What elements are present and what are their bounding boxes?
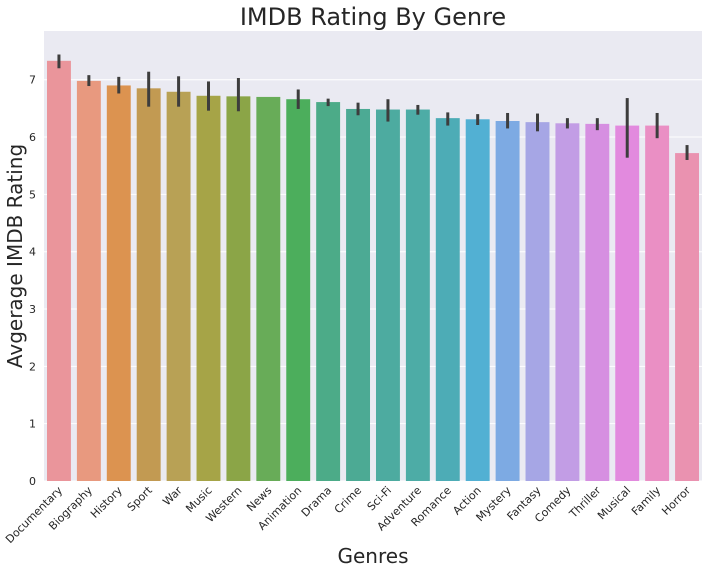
bar-horror — [675, 153, 700, 481]
bar-adventure — [405, 109, 430, 481]
bar-thriller — [585, 123, 610, 481]
bars-group — [46, 60, 700, 482]
y-tick-label: 3 — [29, 303, 36, 316]
bar-biography — [76, 80, 101, 481]
y-tick-labels: 0 1 2 3 4 5 6 7 — [29, 74, 36, 488]
bar-family — [645, 125, 670, 481]
y-tick-label: 1 — [29, 418, 36, 431]
bar-music — [196, 95, 221, 481]
bar-history — [106, 85, 131, 482]
y-tick-label: 2 — [29, 360, 36, 373]
x-tick-label: War — [160, 484, 185, 509]
x-tick-label: Crime — [332, 484, 365, 517]
y-tick-label: 4 — [29, 246, 36, 259]
x-tick-label: Family — [629, 484, 664, 519]
y-tick-label: 6 — [29, 131, 36, 144]
y-tick-label: 5 — [29, 188, 36, 201]
y-tick-label: 7 — [29, 74, 36, 87]
y-tick-label: 0 — [29, 475, 36, 488]
bar-war — [166, 91, 191, 481]
bar-musical — [615, 125, 640, 481]
bar-comedy — [555, 123, 580, 481]
bar-news — [256, 96, 281, 481]
bar-drama — [316, 102, 341, 482]
bar-mystery — [495, 121, 520, 481]
bar-sci-fi — [375, 109, 400, 481]
bar-action — [465, 119, 490, 481]
bar-sport — [136, 88, 161, 482]
x-tick-label: History — [88, 484, 125, 521]
bar-crime — [346, 108, 371, 481]
error-bars-group — [57, 54, 689, 160]
bar-animation — [286, 99, 311, 482]
x-tick-label: Sport — [125, 483, 156, 514]
chart-title: IMDB Rating By Genre — [240, 3, 506, 31]
x-axis-title: Genres — [338, 544, 409, 568]
bar-fantasy — [525, 122, 550, 482]
x-tick-label: Musical — [595, 484, 633, 522]
x-tick-label: Drama — [299, 484, 334, 519]
x-tick-label: Horror — [659, 484, 693, 518]
bar-western — [226, 96, 251, 482]
bar-documentary — [46, 60, 71, 481]
y-axis-title: Avgerage IMDB Rating — [3, 144, 27, 368]
bar-romance — [435, 118, 460, 481]
